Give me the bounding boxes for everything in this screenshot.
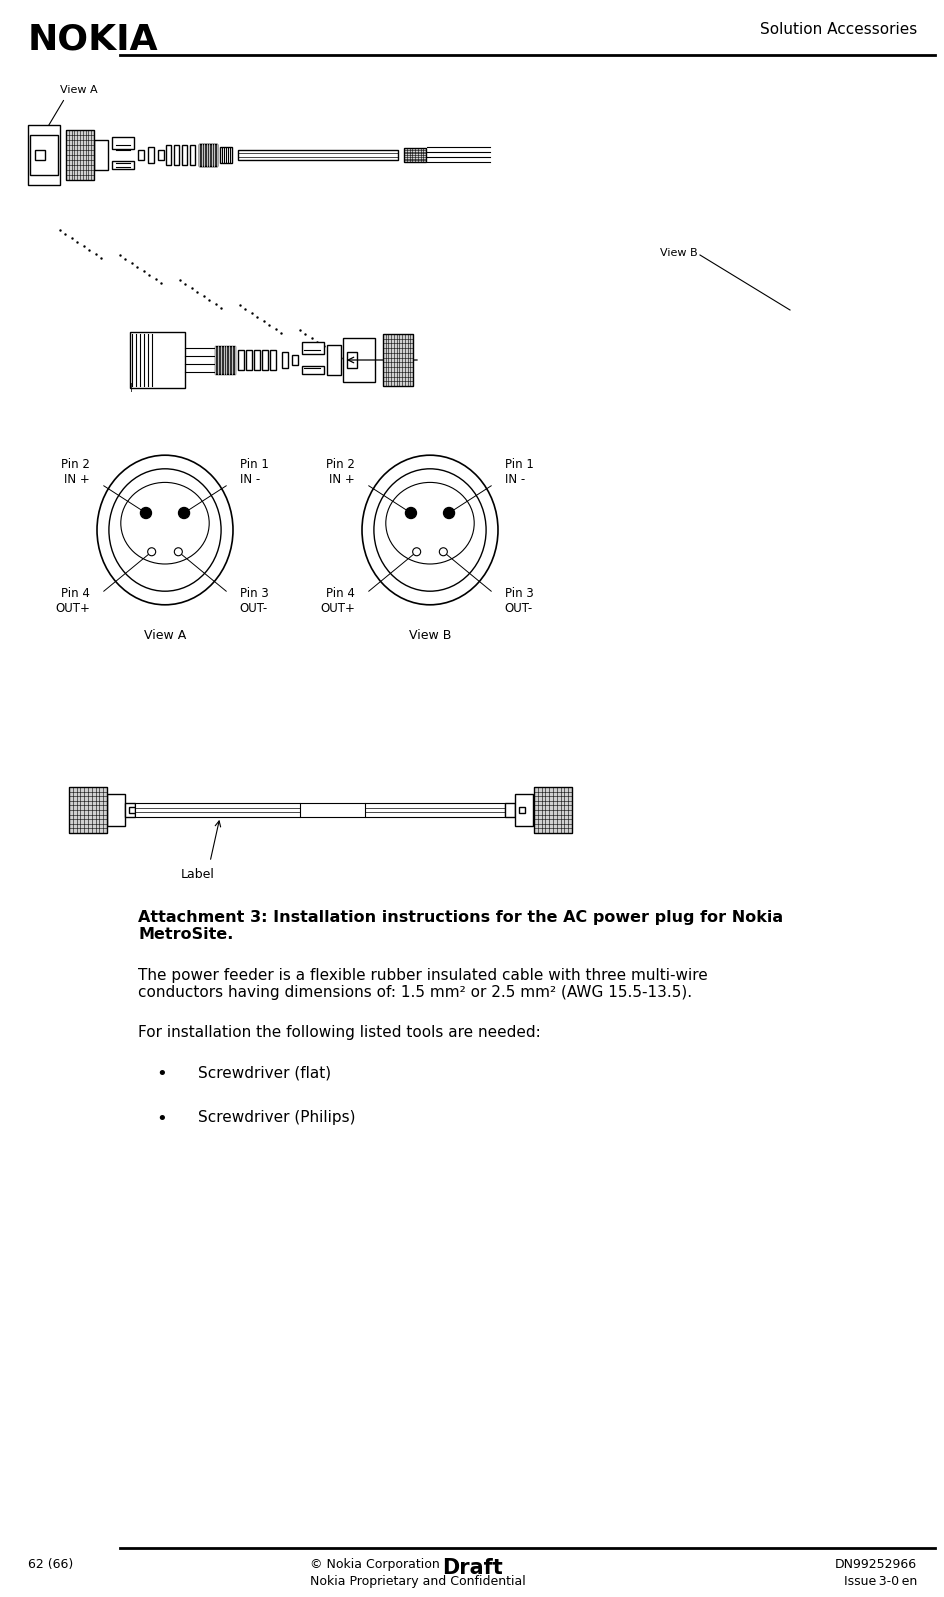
Bar — [302, 366, 324, 374]
Bar — [129, 806, 135, 813]
Text: For installation the following listed tools are needed:: For installation the following listed to… — [138, 1025, 540, 1040]
Text: Solution Accessories: Solution Accessories — [759, 22, 916, 37]
Text: Draft: Draft — [441, 1559, 502, 1578]
Bar — [69, 787, 107, 834]
Ellipse shape — [121, 482, 209, 564]
Text: NOKIA: NOKIA — [28, 22, 159, 56]
Circle shape — [141, 508, 151, 519]
Text: •: • — [156, 1110, 166, 1127]
Text: 62 (66): 62 (66) — [28, 1559, 74, 1571]
Bar — [112, 137, 134, 149]
Text: View A: View A — [143, 629, 186, 642]
Bar — [28, 125, 59, 185]
Bar — [138, 150, 143, 160]
Text: |: | — [130, 383, 133, 391]
Bar — [107, 794, 125, 826]
Text: Pin 2
IN +: Pin 2 IN + — [61, 458, 90, 485]
Text: Screwdriver (flat): Screwdriver (flat) — [198, 1065, 330, 1080]
Circle shape — [443, 508, 454, 519]
Bar — [125, 803, 135, 818]
Text: The power feeder is a flexible rubber insulated cable with three multi-wire
cond: The power feeder is a flexible rubber in… — [138, 968, 707, 1000]
Ellipse shape — [97, 455, 233, 605]
Bar — [93, 141, 108, 169]
Text: View A: View A — [59, 85, 97, 94]
Bar — [174, 145, 178, 164]
Bar — [364, 803, 504, 818]
Bar — [215, 347, 235, 374]
Bar — [533, 787, 571, 834]
Text: DN99252966: DN99252966 — [834, 1559, 916, 1571]
Text: •: • — [156, 1065, 166, 1083]
Bar — [35, 150, 45, 160]
Bar — [404, 149, 426, 161]
Bar — [199, 144, 217, 166]
Bar — [518, 806, 525, 813]
Text: Pin 3
OUT-: Pin 3 OUT- — [240, 588, 268, 615]
Bar — [270, 350, 276, 371]
Text: Pin 4
OUT+: Pin 4 OUT+ — [56, 588, 90, 615]
Text: Label: Label — [181, 869, 214, 882]
Text: Pin 1
IN -: Pin 1 IN - — [504, 458, 533, 485]
Bar — [130, 332, 185, 388]
Bar — [261, 350, 268, 371]
Text: View B: View B — [659, 248, 697, 259]
Bar — [504, 803, 514, 818]
Circle shape — [147, 548, 156, 556]
Ellipse shape — [362, 455, 497, 605]
Circle shape — [174, 548, 182, 556]
Text: Pin 2
IN +: Pin 2 IN + — [326, 458, 355, 485]
Text: Pin 1
IN -: Pin 1 IN - — [240, 458, 268, 485]
Bar — [254, 350, 260, 371]
Text: View B: View B — [409, 629, 450, 642]
Text: Attachment 3: Installation instructions for the AC power plug for Nokia
MetroSit: Attachment 3: Installation instructions … — [138, 910, 783, 942]
Bar — [135, 803, 299, 818]
Bar — [346, 351, 357, 367]
Ellipse shape — [385, 482, 474, 564]
Bar — [220, 147, 232, 163]
Bar — [182, 145, 187, 164]
Text: Pin 4
OUT+: Pin 4 OUT+ — [320, 588, 355, 615]
Bar — [281, 351, 288, 367]
Circle shape — [405, 508, 416, 519]
Bar — [302, 342, 324, 355]
Text: Issue 3-0 en: Issue 3-0 en — [843, 1575, 916, 1587]
Text: Screwdriver (Philips): Screwdriver (Philips) — [198, 1110, 355, 1124]
Circle shape — [439, 548, 447, 556]
Bar — [158, 150, 164, 160]
Bar — [514, 794, 532, 826]
Bar — [148, 147, 154, 163]
Bar — [343, 339, 375, 382]
Bar — [190, 145, 194, 164]
Bar — [292, 355, 297, 366]
Bar — [66, 129, 93, 180]
Bar — [166, 145, 171, 164]
Text: Nokia Proprietary and Confidential: Nokia Proprietary and Confidential — [310, 1575, 525, 1587]
Bar — [238, 350, 244, 371]
Text: © Nokia Corporation: © Nokia Corporation — [310, 1559, 439, 1571]
Bar — [382, 334, 413, 386]
Bar — [327, 345, 341, 375]
Bar — [245, 350, 252, 371]
Bar — [30, 136, 58, 176]
Bar — [112, 161, 134, 169]
Ellipse shape — [374, 470, 485, 591]
Bar — [238, 150, 397, 160]
Circle shape — [413, 548, 420, 556]
Ellipse shape — [109, 470, 221, 591]
Bar — [199, 144, 217, 166]
Text: Pin 3
OUT-: Pin 3 OUT- — [504, 588, 533, 615]
Circle shape — [178, 508, 190, 519]
